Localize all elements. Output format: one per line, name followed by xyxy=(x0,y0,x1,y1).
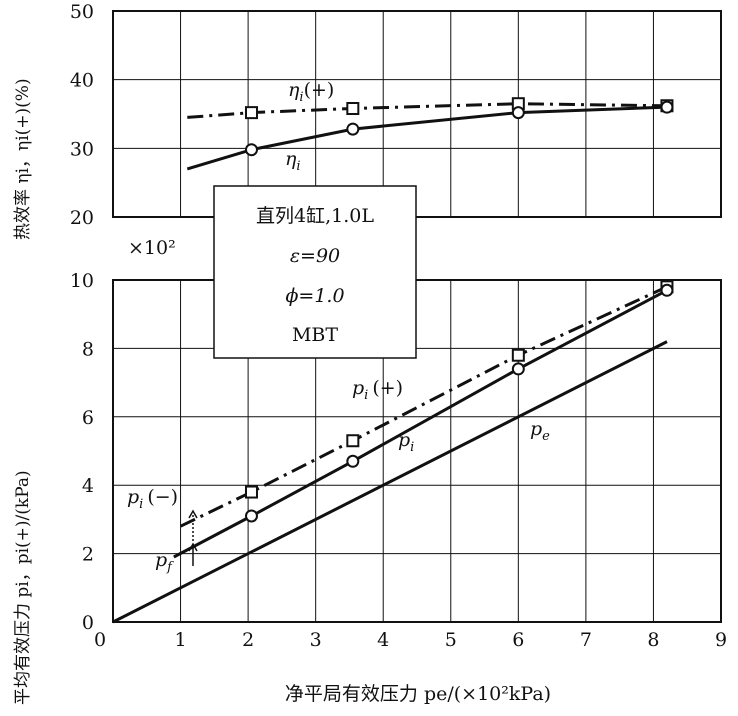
engine-spec-box: 直列4缸,1.0L ε=90 ϕ=1.0 MBT xyxy=(213,185,417,359)
y-tick-label: 40 xyxy=(70,70,94,92)
pressure-xticks: 0 1 2 3 4 5 6 7 8 9 xyxy=(94,629,727,651)
spec-timing: MBT xyxy=(292,324,338,346)
pi-marker xyxy=(244,509,258,523)
y-tick-label: 50 xyxy=(70,1,94,23)
pi-marker xyxy=(660,283,674,297)
pi-plus-marker xyxy=(511,348,525,362)
x-tick-label: 5 xyxy=(445,629,457,651)
efficiency-grid xyxy=(113,11,721,217)
efficiency-yticks: 20 30 40 50 xyxy=(70,1,94,229)
y-tick-label: 8 xyxy=(82,338,94,360)
efficiency-y-axis-label: 热效率 ηi，ηi(+)(%) xyxy=(13,78,33,240)
pressure-y-axis-label: 平均有效压力 pi，pi(+)/(kPa) xyxy=(13,470,33,705)
pressure-yticks: 0 2 4 6 8 10 xyxy=(70,270,94,634)
y-tick-label: 6 xyxy=(82,407,94,429)
x-tick-label: 9 xyxy=(715,629,727,651)
x-tick-label: 6 xyxy=(512,629,524,651)
pf-pi-minus-indicators xyxy=(188,509,198,566)
x-tick-label: 1 xyxy=(175,629,187,651)
pe-line xyxy=(112,340,668,624)
pf-label: pf xyxy=(155,549,174,575)
eta-plus-marker xyxy=(244,106,258,120)
eta-plus-marker xyxy=(346,102,360,116)
spec-engine: 直列4缸,1.0L xyxy=(256,205,374,227)
x-tick-label: 8 xyxy=(647,629,659,651)
eta-marker xyxy=(244,143,258,157)
pressure-y-scale-label: ×10² xyxy=(128,237,176,259)
spec-compression: ε=90 xyxy=(290,245,340,267)
x-tick-label: 0 xyxy=(94,629,106,651)
y-tick-label: 30 xyxy=(70,138,94,160)
y-tick-label: 20 xyxy=(70,207,94,229)
x-tick-label: 4 xyxy=(377,629,389,651)
eta-line xyxy=(186,105,668,171)
efficiency-series xyxy=(186,97,674,171)
x-tick-label: 7 xyxy=(580,629,592,651)
eta-marker xyxy=(660,100,674,114)
eta-marker xyxy=(346,122,360,136)
y-tick-label: 4 xyxy=(82,475,94,497)
eta-label: ηi xyxy=(285,148,301,174)
spec-equivalence: ϕ=1.0 xyxy=(285,285,344,307)
y-tick-label: 2 xyxy=(82,544,94,566)
pi-plus-label: pi (+) xyxy=(352,377,403,403)
efficiency-plot-frame xyxy=(112,10,722,218)
eta-marker xyxy=(511,106,525,120)
pi-label: pi xyxy=(398,429,414,455)
pi-minus-label: pi (−) xyxy=(127,486,178,512)
x-axis-label: 净平局有效压力 pe/(×10²kPa) xyxy=(285,683,551,705)
eta-plus-label: ηi(+) xyxy=(288,79,334,105)
pressure-grid xyxy=(113,280,721,622)
pressure-plot-frame xyxy=(112,279,722,623)
pressure-series xyxy=(112,280,674,624)
x-tick-label: 2 xyxy=(242,629,254,651)
x-tick-label: 3 xyxy=(310,629,322,651)
pi-plus-marker xyxy=(346,434,360,448)
pe-label: pe xyxy=(530,418,550,444)
pi-marker xyxy=(346,454,360,468)
pi-marker xyxy=(511,362,525,376)
y-tick-label: 10 xyxy=(70,270,94,292)
pi-plus-marker xyxy=(244,485,258,499)
y-tick-label: 0 xyxy=(82,612,94,634)
